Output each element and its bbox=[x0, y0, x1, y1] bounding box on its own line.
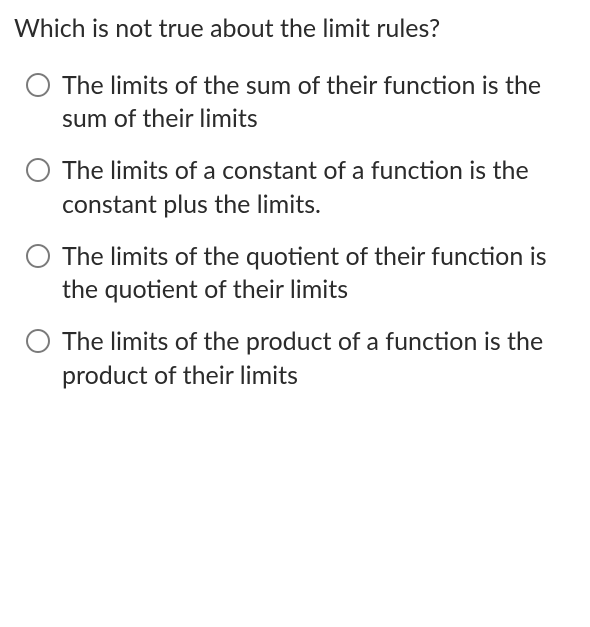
radio-icon[interactable] bbox=[26, 244, 50, 268]
option-label: The limits of a constant of a function i… bbox=[62, 154, 576, 222]
options-container: The limits of the sum of their function … bbox=[14, 69, 576, 393]
radio-icon[interactable] bbox=[26, 73, 50, 97]
option-row[interactable]: The limits of the sum of their function … bbox=[26, 69, 576, 137]
radio-icon[interactable] bbox=[26, 329, 50, 353]
option-row[interactable]: The limits of the quotient of their func… bbox=[26, 240, 576, 308]
option-label: The limits of the product of a function … bbox=[62, 325, 576, 393]
option-row[interactable]: The limits of the product of a function … bbox=[26, 325, 576, 393]
option-label: The limits of the sum of their function … bbox=[62, 69, 576, 137]
question-text: Which is not true about the limit rules? bbox=[14, 12, 576, 45]
option-row[interactable]: The limits of a constant of a function i… bbox=[26, 154, 576, 222]
radio-icon[interactable] bbox=[26, 158, 50, 182]
option-label: The limits of the quotient of their func… bbox=[62, 240, 576, 308]
